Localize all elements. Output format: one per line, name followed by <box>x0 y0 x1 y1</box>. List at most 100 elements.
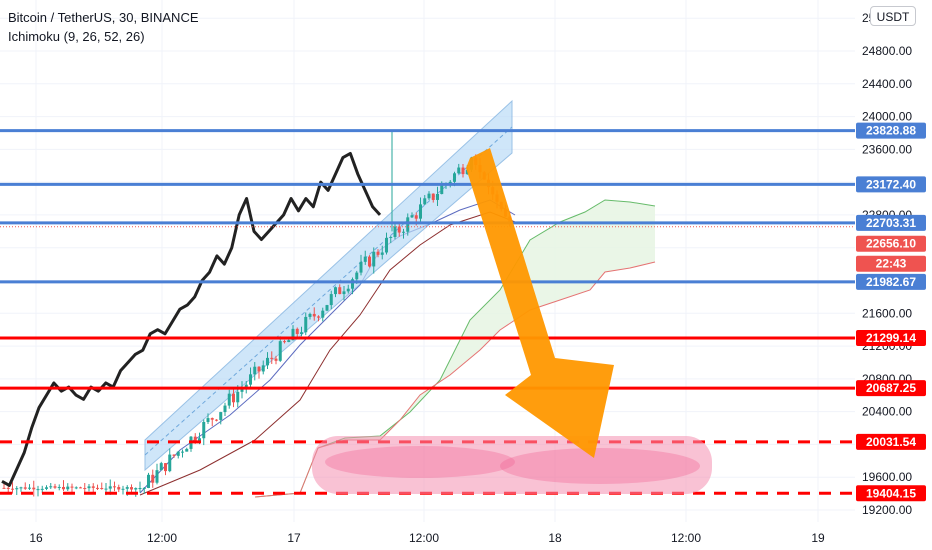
candle-body <box>355 272 359 280</box>
candle-body <box>215 419 218 421</box>
candle-body <box>427 193 431 199</box>
candle-body <box>283 341 286 343</box>
candle-body <box>6 487 10 489</box>
candle-body <box>431 193 435 200</box>
candle-body <box>270 357 274 359</box>
candle-body <box>121 488 125 490</box>
channel-midline <box>144 126 513 456</box>
time-axis: 16 12:00 17 12:00 18 12:00 19 <box>29 531 825 545</box>
candle-body <box>11 488 14 490</box>
candle-body <box>457 167 461 174</box>
candle-body <box>193 436 197 441</box>
y-tick-label: 24000.00 <box>862 110 912 124</box>
candle-body <box>198 438 201 441</box>
level-tag-3-bg <box>856 273 926 290</box>
candle-body <box>32 487 36 490</box>
candle-body <box>308 313 312 317</box>
level-tag-7-label: 19404.15 <box>866 486 916 500</box>
candle-body <box>368 256 371 267</box>
candle-body <box>312 313 316 317</box>
x-tick-label: 16 <box>29 531 43 545</box>
candle-body <box>151 474 155 483</box>
candle-body <box>164 463 167 472</box>
candle-body <box>87 486 91 489</box>
candle-body <box>134 488 138 490</box>
candle-body <box>359 261 363 273</box>
candle-body <box>210 418 214 420</box>
candle-body <box>291 328 295 341</box>
candle-body <box>236 391 240 403</box>
candle-body <box>227 393 231 406</box>
candle-body <box>317 316 320 318</box>
candle-body <box>253 366 257 375</box>
candle-body <box>402 231 405 233</box>
candle-body <box>240 388 244 392</box>
candle-body <box>287 340 291 343</box>
candle-body <box>346 288 350 292</box>
candle-body <box>351 279 354 289</box>
candle-body <box>304 316 308 333</box>
chart-legend: Bitcoin / TetherUS, 30, BINANCE Ichimoku… <box>8 8 199 46</box>
candle-body <box>338 287 342 295</box>
candle-body <box>363 256 367 262</box>
level-tag-4-label: 21299.14 <box>866 331 916 345</box>
x-tick-label: 12:00 <box>147 531 177 545</box>
level-tag-0-label: 23828.88 <box>866 124 916 138</box>
indicator-line: Ichimoku (9, 26, 52, 26) <box>8 29 145 44</box>
level-tag-1: 23172.40 <box>856 176 926 193</box>
candle-body <box>414 215 418 219</box>
symbol-line: Bitcoin / TetherUS, 30, BINANCE <box>8 10 199 25</box>
candle-body <box>62 486 65 490</box>
candle-body <box>19 487 23 489</box>
candle-body <box>406 217 410 232</box>
arrow-shape <box>466 148 614 458</box>
channel-band <box>144 99 513 472</box>
candle-body <box>325 305 329 311</box>
candle-body <box>223 405 227 413</box>
current-price-tag-label: 22656.10 <box>866 237 916 251</box>
candle-body <box>108 486 112 489</box>
level-tag-5-bg <box>856 380 926 397</box>
candle-body <box>70 486 74 488</box>
candle-body <box>295 328 299 334</box>
candle-body <box>45 487 48 489</box>
y-tick-label: 21600.00 <box>862 306 912 320</box>
current-price-tag-bg <box>856 235 926 252</box>
candle-body <box>321 310 325 318</box>
candle-body <box>83 488 87 490</box>
candle-body <box>2 487 6 489</box>
candle-body <box>376 251 380 255</box>
level-tag-6-bg <box>856 433 926 450</box>
candle-body <box>49 486 53 488</box>
level-tag-5-label: 20687.25 <box>866 381 916 395</box>
candle-body <box>342 291 346 295</box>
target-zone-stroke-b <box>500 448 700 484</box>
candle-body <box>28 487 31 489</box>
y-tick-label: 20400.00 <box>862 405 912 419</box>
candle-body <box>334 287 337 295</box>
candle-body <box>74 487 78 489</box>
level-tag-4-bg <box>856 329 926 346</box>
level-tag-7: 19404.15 <box>856 485 926 502</box>
candle-body <box>57 486 61 488</box>
x-tick-label: 18 <box>548 531 562 545</box>
level-tag-4: 21299.14 <box>856 329 926 346</box>
level-tag-7-bg <box>856 485 926 502</box>
candle-body <box>219 412 223 420</box>
candle-body <box>130 487 133 490</box>
candle-body <box>389 236 393 238</box>
candle-body <box>40 488 44 490</box>
candle-body <box>79 487 82 489</box>
candle-body <box>113 486 116 488</box>
candle-body <box>104 488 108 490</box>
bearish-arrow <box>466 148 614 458</box>
currency-button[interactable]: USDT <box>870 6 916 26</box>
candle-body <box>274 358 278 361</box>
level-tag-0-bg <box>856 122 926 139</box>
conversion-line <box>139 199 516 494</box>
candle-body <box>278 341 282 361</box>
candle-body <box>261 365 265 372</box>
candle-body <box>53 486 57 488</box>
candle-body <box>461 167 465 175</box>
